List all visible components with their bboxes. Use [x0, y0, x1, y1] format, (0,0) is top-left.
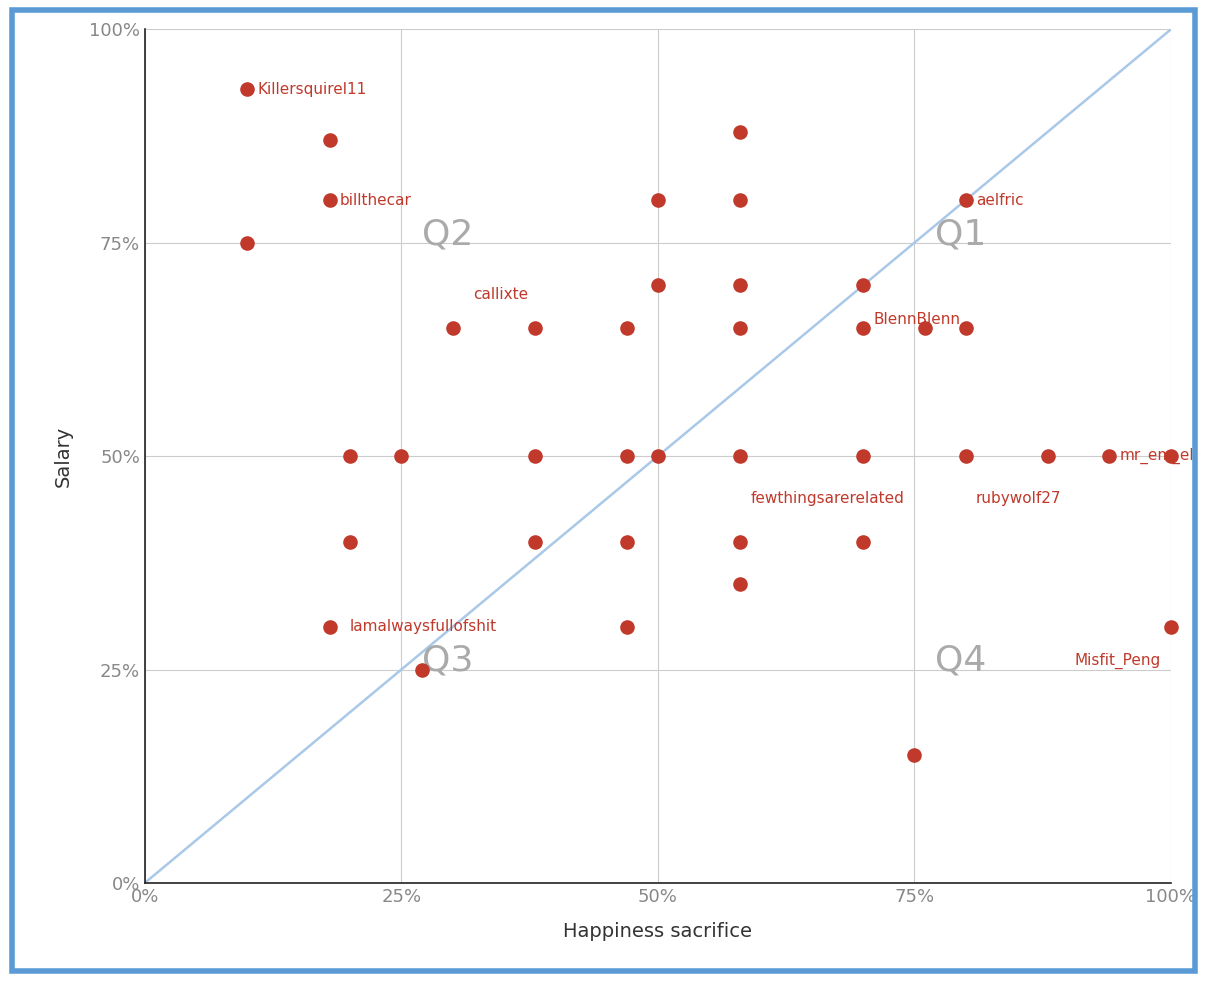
Text: aelfric: aelfric — [976, 192, 1024, 208]
Point — [648, 448, 667, 464]
Point — [617, 619, 637, 635]
Point — [915, 320, 934, 336]
Point — [853, 534, 873, 549]
Text: Q3: Q3 — [422, 644, 473, 678]
Point — [1161, 619, 1180, 635]
Point — [730, 448, 750, 464]
Point — [730, 320, 750, 336]
Point — [617, 534, 637, 549]
Point — [617, 448, 637, 464]
Point — [1161, 448, 1180, 464]
Point — [1038, 448, 1057, 464]
Point — [956, 448, 975, 464]
Point — [340, 448, 360, 464]
Text: Q1: Q1 — [935, 217, 986, 251]
Text: callixte: callixte — [473, 286, 529, 301]
Point — [956, 192, 975, 208]
Text: mr_em_el: mr_em_el — [1120, 448, 1194, 464]
Point — [320, 192, 339, 208]
Text: billthecar: billthecar — [340, 192, 412, 208]
Point — [320, 619, 339, 635]
X-axis label: Happiness sacrifice: Happiness sacrifice — [564, 922, 752, 942]
Text: BlennBlenn: BlennBlenn — [873, 312, 961, 327]
Point — [730, 278, 750, 293]
Point — [238, 81, 257, 97]
Point — [730, 124, 750, 139]
Point — [853, 320, 873, 336]
Point — [853, 278, 873, 293]
Text: Killersquirel11: Killersquirel11 — [258, 81, 367, 97]
Point — [730, 192, 750, 208]
Point — [340, 534, 360, 549]
Point — [238, 234, 257, 250]
Point — [956, 320, 975, 336]
Point — [525, 448, 544, 464]
Point — [443, 320, 462, 336]
Point — [320, 132, 339, 148]
Point — [730, 534, 750, 549]
Point — [905, 748, 925, 763]
Point — [617, 320, 637, 336]
Text: lamalwaysfullofshit: lamalwaysfullofshit — [350, 619, 497, 635]
Point — [648, 192, 667, 208]
Y-axis label: Salary: Salary — [53, 426, 72, 487]
Point — [391, 448, 410, 464]
Point — [648, 278, 667, 293]
Text: fewthingsarerelated: fewthingsarerelated — [751, 491, 904, 506]
Point — [1100, 448, 1119, 464]
Point — [525, 320, 544, 336]
Point — [730, 577, 750, 593]
Text: rubywolf27: rubywolf27 — [976, 491, 1061, 506]
Point — [525, 534, 544, 549]
Point — [412, 661, 432, 677]
Point — [853, 448, 873, 464]
Text: Misfit_Peng: Misfit_Peng — [1074, 653, 1161, 669]
Text: Q2: Q2 — [422, 217, 473, 251]
Text: Q4: Q4 — [935, 644, 986, 678]
